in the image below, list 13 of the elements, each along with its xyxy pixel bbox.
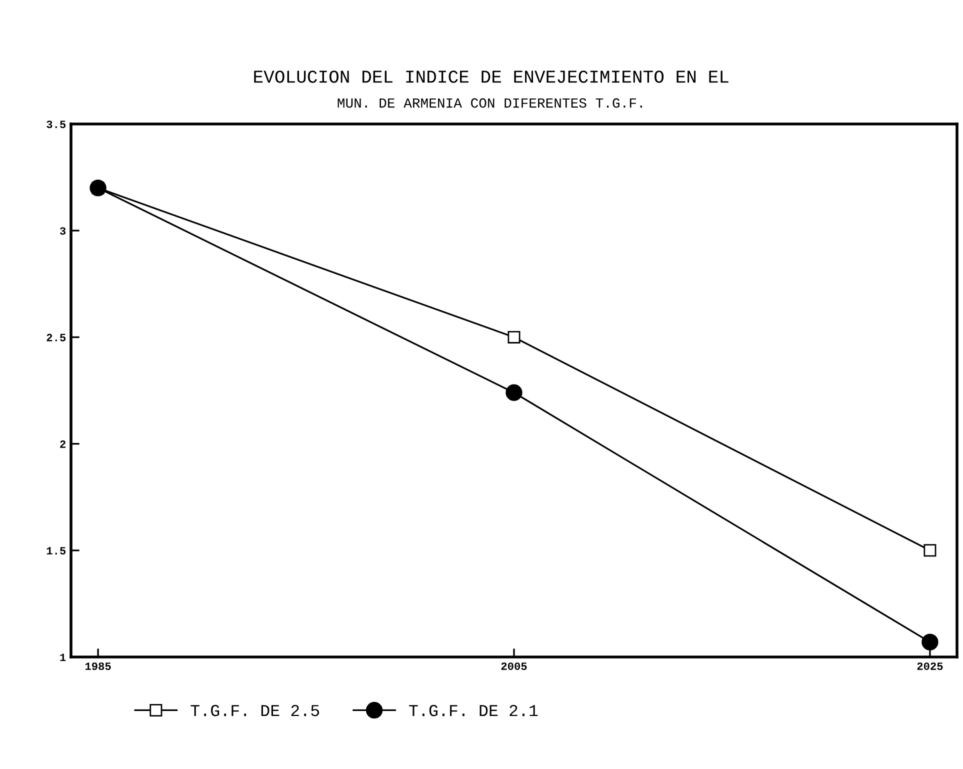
y-tick-label: 1.5 <box>46 547 66 555</box>
y-tick-label: 2.5 <box>46 334 66 342</box>
y-tick-label: 2 <box>60 440 66 448</box>
x-tick-label: 1985 <box>85 662 111 670</box>
y-tick-label: 3.5 <box>46 120 66 128</box>
x-tick-label: 2025 <box>917 662 943 670</box>
chart-subtitle: MUN. DE ARMENIA CON DIFERENTES T.G.F. <box>338 98 642 108</box>
y-tick-label: 3 <box>60 227 66 235</box>
chart-title: EVOLUCION DEL INDICE DE ENVEJECIMIENTO EN EL <box>254 70 728 83</box>
legend-label: T.G.F. DE 2.1 <box>409 704 538 716</box>
legend-label: T.G.F. DE 2.5 <box>190 704 320 716</box>
x-tick-label: 2005 <box>501 662 527 670</box>
y-tick-label: 1 <box>60 654 66 662</box>
